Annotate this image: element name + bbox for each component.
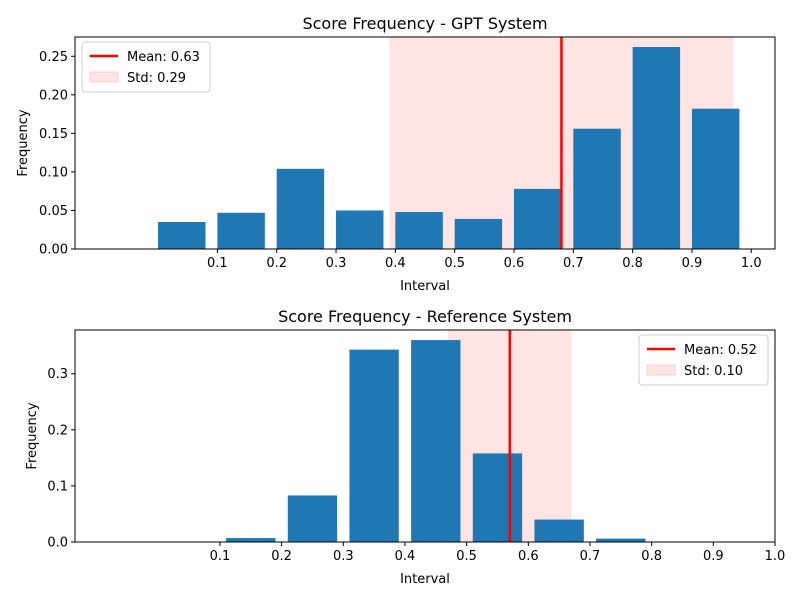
x-axis-label: Interval	[400, 279, 450, 294]
bar	[276, 168, 325, 249]
x-tick-label: 0.8	[622, 256, 643, 271]
bar	[287, 495, 338, 542]
y-tick-label: 0.00	[39, 243, 68, 258]
legend: Mean: 0.52 Std: 0.10	[638, 334, 769, 386]
legend-std-swatch	[89, 71, 119, 83]
y-tick-label: 0.1	[47, 479, 68, 494]
x-tick-label: 0.1	[210, 549, 231, 564]
bar	[632, 47, 681, 249]
x-tick-label: 0.6	[518, 549, 539, 564]
y-tick-label: 0.2	[47, 423, 68, 438]
x-tick-label: 0.9	[703, 549, 724, 564]
x-tick-label: 0.4	[385, 256, 406, 271]
y-tick-label: 0.0	[47, 536, 68, 551]
bar	[691, 108, 740, 249]
legend-mean-label: Mean: 0.52	[684, 343, 757, 358]
x-tick-label: 0.5	[444, 256, 465, 271]
x-tick-label: 0.4	[395, 549, 416, 564]
bar	[226, 538, 276, 542]
x-tick-label: 0.7	[563, 256, 584, 271]
y-axis-label: Frequency	[25, 402, 40, 469]
bar	[217, 212, 265, 249]
bar	[454, 218, 503, 249]
bar	[349, 349, 399, 542]
chart-panel-2: 0.1 0.2 0.3 0.4 0.5 0.6 0.7 0.8 0.9 1.0 0.0 0.1 0.2 0…	[25, 307, 785, 587]
bar	[395, 211, 443, 249]
bar	[472, 453, 523, 542]
x-tick-label: 1.0	[765, 549, 786, 564]
bar	[336, 210, 384, 249]
chart-title: Score Frequency - GPT System	[302, 14, 547, 33]
legend-std-label: Std: 0.29	[127, 71, 186, 86]
legend-mean-label: Mean: 0.63	[127, 50, 200, 65]
x-tick-label: 0.2	[271, 549, 292, 564]
y-tick-label: 0.10	[39, 165, 68, 180]
legend-std-swatch	[646, 364, 676, 376]
bar	[513, 188, 562, 249]
x-tick-label: 0.8	[641, 549, 662, 564]
x-tick-label: 0.2	[266, 256, 287, 271]
legend-box	[638, 334, 769, 386]
x-axis-label: Interval	[400, 572, 450, 587]
x-tick-label: 0.7	[580, 549, 601, 564]
bar	[596, 538, 646, 542]
y-axis-label: Frequency	[16, 109, 31, 176]
y-tick-label: 0.3	[47, 367, 68, 382]
plot-frame	[74, 329, 776, 543]
x-tick-label: 1.0	[741, 256, 762, 271]
y-tick-label: 0.20	[39, 88, 68, 103]
bar	[573, 128, 621, 249]
x-tick-label: 0.3	[333, 549, 354, 564]
x-tick-label: 0.1	[207, 256, 228, 271]
y-tick-label: 0.15	[39, 127, 68, 142]
legend-std-label: Std: 0.10	[684, 364, 743, 379]
y-tick-label: 0.05	[39, 204, 68, 219]
plot-frame	[74, 36, 776, 250]
x-tick-label: 0.3	[326, 256, 347, 271]
legend-box	[81, 41, 211, 93]
legend: Mean: 0.63 Std: 0.29	[81, 41, 211, 93]
x-tick-label: 0.9	[682, 256, 703, 271]
bar	[158, 222, 206, 249]
y-tick-label: 0.25	[39, 50, 68, 65]
chart-title: Score Frequency - Reference System	[278, 307, 572, 326]
bar	[534, 519, 584, 542]
x-tick-label: 0.6	[504, 256, 525, 271]
bar	[411, 340, 461, 542]
chart-panel-1: 0.1 0.2 0.3 0.4 0.5 0.6 0.7 0.8 0.9 1.0 0.00 0.05 0.…	[16, 14, 776, 294]
x-tick-label: 0.5	[456, 549, 477, 564]
